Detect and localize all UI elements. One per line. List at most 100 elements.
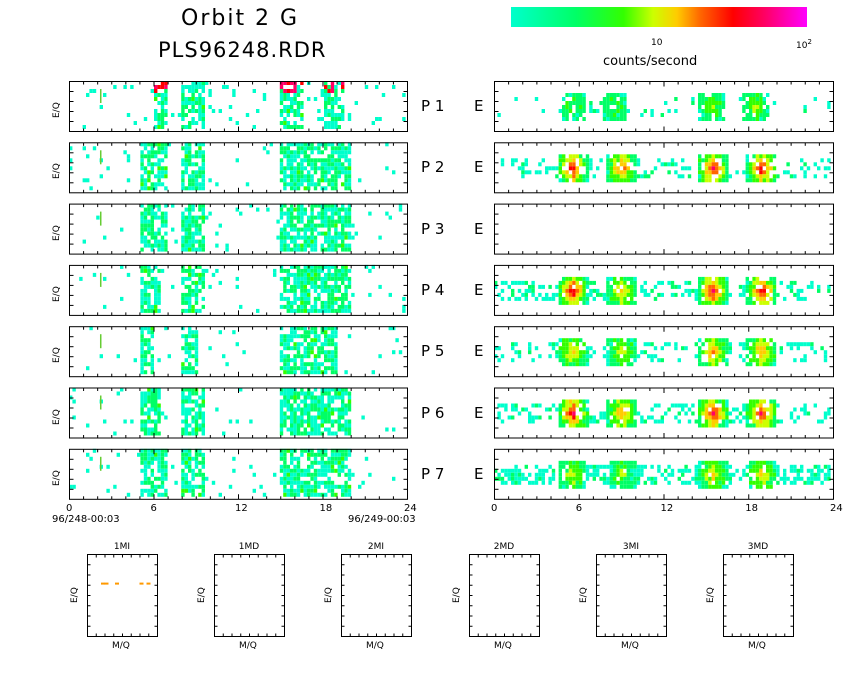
heat-cell bbox=[157, 358, 161, 363]
heat-cell bbox=[572, 280, 576, 285]
heat-cell bbox=[235, 121, 239, 125]
heat-cell bbox=[341, 243, 345, 248]
heat-cell bbox=[188, 142, 192, 147]
heat-cell bbox=[283, 89, 287, 93]
heat-cell bbox=[752, 350, 756, 355]
heat-cell bbox=[160, 468, 165, 473]
heat-cell bbox=[86, 423, 90, 428]
heat-cell bbox=[310, 247, 314, 252]
heat-cell bbox=[582, 117, 586, 121]
heat-cell bbox=[579, 296, 583, 301]
heat-cell bbox=[742, 346, 746, 351]
heat-cell bbox=[150, 170, 154, 175]
heat-cell bbox=[776, 174, 780, 179]
heat-cell bbox=[565, 109, 569, 113]
heat-cell bbox=[334, 89, 338, 93]
heat-cell bbox=[616, 93, 620, 97]
heat-cell bbox=[191, 89, 195, 93]
heat-cell bbox=[157, 280, 161, 285]
heat-cell bbox=[164, 89, 168, 93]
heat-cell bbox=[585, 472, 590, 477]
heat-cell bbox=[759, 158, 763, 163]
heat-cell bbox=[310, 448, 314, 453]
heat-cell bbox=[330, 186, 335, 191]
heat-cell bbox=[623, 170, 627, 175]
heat-cell bbox=[378, 235, 382, 240]
heat-cell bbox=[337, 150, 341, 155]
heat-cell bbox=[762, 292, 766, 297]
heat-cell bbox=[796, 288, 800, 293]
heat-cell bbox=[150, 468, 154, 473]
heat-cell bbox=[320, 419, 324, 424]
heat-cell bbox=[201, 97, 205, 101]
heat-cell bbox=[745, 338, 749, 343]
heat-cell bbox=[755, 280, 760, 285]
heat-cell bbox=[572, 358, 576, 363]
heat-cell bbox=[347, 488, 352, 493]
heat-cell bbox=[582, 284, 586, 289]
heat-cell bbox=[817, 166, 821, 171]
heat-cell bbox=[633, 162, 637, 167]
heat-cell bbox=[252, 89, 256, 93]
heat-cell bbox=[633, 354, 637, 359]
heat-cell bbox=[283, 362, 287, 367]
heat-cell bbox=[201, 296, 205, 301]
heat-cell bbox=[320, 431, 324, 436]
heat-cell bbox=[626, 178, 630, 183]
heat-cell bbox=[364, 264, 369, 269]
heat-cell bbox=[827, 464, 831, 469]
heat-cell bbox=[181, 227, 185, 232]
heat-cell bbox=[613, 166, 617, 171]
heat-cell bbox=[300, 113, 304, 117]
heat-cell bbox=[687, 407, 692, 412]
heat-cell bbox=[143, 354, 148, 359]
heat-cell bbox=[313, 407, 318, 412]
heat-cell bbox=[184, 334, 188, 339]
heat-cell bbox=[191, 370, 195, 375]
heat-cell bbox=[732, 419, 736, 424]
heat-cell bbox=[562, 170, 566, 175]
heat-cell bbox=[538, 170, 542, 175]
heat-cell bbox=[698, 276, 702, 281]
heat-cell bbox=[609, 480, 613, 485]
heat-cell bbox=[303, 227, 307, 232]
heat-cell bbox=[579, 178, 583, 183]
heat-cell bbox=[511, 162, 515, 167]
heat-cell bbox=[582, 101, 586, 105]
heat-cell bbox=[283, 456, 287, 461]
heat-cell bbox=[337, 460, 341, 465]
heat-cell bbox=[606, 117, 610, 121]
heat-cell bbox=[198, 166, 202, 171]
heat-cell bbox=[347, 304, 352, 309]
heat-cell bbox=[769, 276, 773, 281]
heat-cell bbox=[157, 395, 161, 400]
heat-cell bbox=[157, 203, 161, 208]
heat-cell bbox=[562, 154, 566, 159]
heat-cell bbox=[201, 154, 205, 159]
heat-cell bbox=[171, 227, 175, 232]
heat-cell bbox=[500, 419, 505, 424]
heat-cell bbox=[660, 113, 664, 117]
heat-cell bbox=[330, 326, 335, 331]
heat-cell bbox=[626, 476, 630, 481]
heat-cell bbox=[613, 350, 617, 355]
heat-cell bbox=[290, 304, 294, 309]
heat-cell bbox=[613, 480, 617, 485]
heat-cell bbox=[310, 342, 314, 347]
heat-cell bbox=[296, 162, 301, 167]
heat-cell bbox=[715, 170, 719, 175]
heat-cell bbox=[72, 399, 76, 404]
heat-cell bbox=[194, 182, 199, 187]
heat-cell bbox=[565, 358, 569, 363]
heat-cell bbox=[341, 387, 345, 392]
heat-cell bbox=[514, 472, 518, 477]
heat-cell bbox=[667, 162, 671, 167]
heat-cell bbox=[228, 484, 233, 489]
heat-cell bbox=[715, 105, 719, 109]
heat-cell bbox=[704, 280, 709, 285]
heat-cell bbox=[670, 292, 675, 297]
heat-cell bbox=[616, 342, 620, 347]
heat-cell bbox=[235, 276, 239, 281]
heat-cell bbox=[334, 211, 338, 216]
heat-cell bbox=[759, 411, 763, 416]
